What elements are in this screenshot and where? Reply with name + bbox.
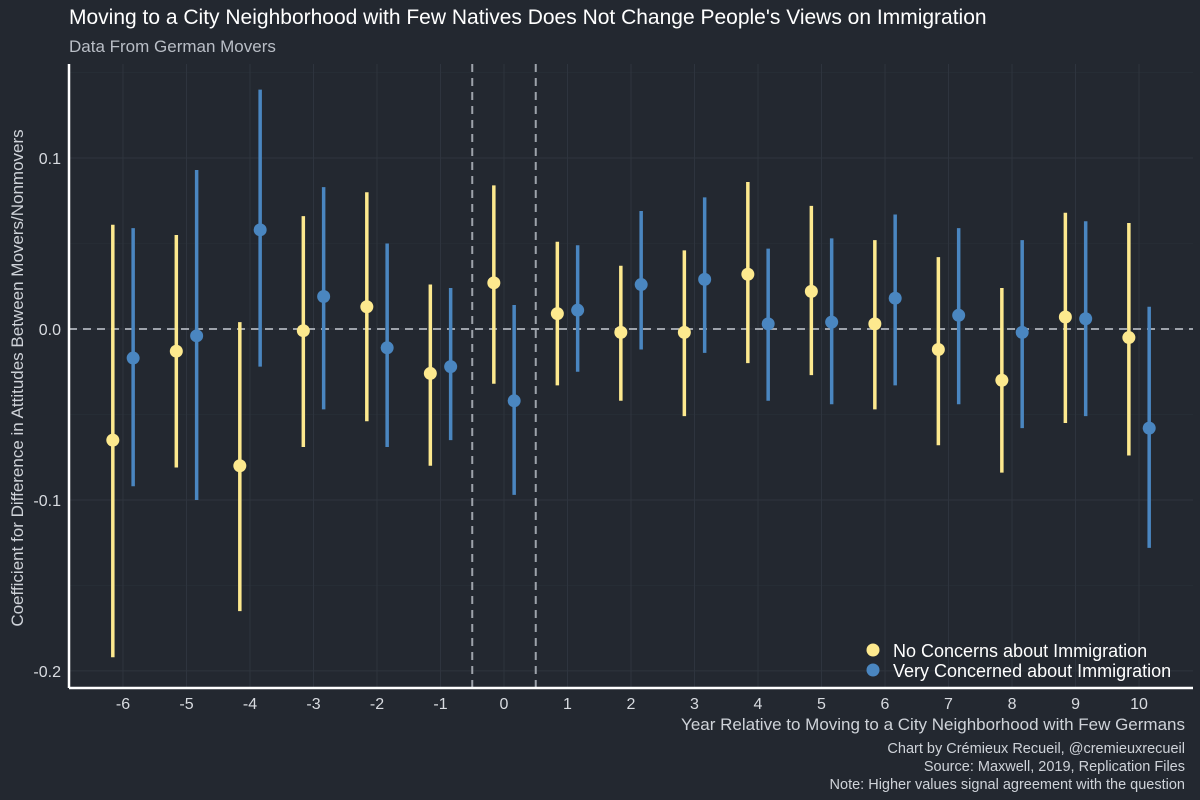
- data-point: [190, 329, 204, 343]
- data-point: [487, 276, 501, 290]
- series-no-concerns: [106, 181, 1136, 658]
- data-point: [253, 223, 267, 237]
- data-point: [677, 325, 691, 339]
- chart-marks: [106, 89, 1156, 658]
- y-tick-label: -0.1: [33, 493, 61, 510]
- data-point: [126, 351, 140, 365]
- x-tick-label: 7: [944, 696, 953, 713]
- data-point: [317, 290, 331, 304]
- data-point: [360, 300, 374, 314]
- x-tick-label: 5: [817, 696, 826, 713]
- legend-marker-very-concerned: [866, 663, 880, 677]
- x-tick-label: -4: [243, 696, 257, 713]
- y-axis-title: Coefficient for Difference in Attitudes …: [8, 129, 27, 626]
- data-point: [106, 433, 120, 447]
- data-point: [1058, 310, 1072, 324]
- x-axis-title: Year Relative to Moving to a City Neighb…: [681, 715, 1185, 734]
- x-tick-label: 1: [563, 696, 572, 713]
- data-point: [380, 341, 394, 355]
- gridlines: [69, 64, 1193, 688]
- chart-subtitle: Data From German Movers: [69, 37, 276, 56]
- legend-marker-no-concerns: [866, 643, 880, 657]
- data-point: [741, 267, 755, 281]
- x-tick-label: 6: [881, 696, 890, 713]
- data-point: [698, 272, 712, 286]
- data-point: [423, 366, 437, 380]
- x-tick-label: 10: [1130, 696, 1148, 713]
- data-point: [1079, 312, 1093, 326]
- x-tick-label: -2: [370, 696, 384, 713]
- y-tick-label: 0.0: [39, 322, 61, 339]
- data-point: [169, 344, 183, 358]
- x-tick-label: -5: [179, 696, 193, 713]
- data-point: [444, 360, 458, 374]
- data-point: [233, 459, 247, 473]
- data-point: [634, 278, 648, 292]
- x-tick-label: -6: [116, 696, 130, 713]
- chart-title: Moving to a City Neighborhood with Few N…: [69, 6, 987, 29]
- data-point: [614, 325, 628, 339]
- reference-lines: [69, 64, 1193, 688]
- data-point: [995, 373, 1009, 387]
- data-point: [804, 284, 818, 298]
- x-tick-label: 3: [690, 696, 699, 713]
- data-point: [1122, 331, 1136, 345]
- data-point: [571, 303, 585, 317]
- legend-label-no-concerns: No Concerns about Immigration: [893, 641, 1147, 661]
- data-point: [825, 315, 839, 329]
- data-point: [868, 317, 882, 331]
- x-tick-label: 9: [1071, 696, 1080, 713]
- x-tick-label: -1: [433, 696, 447, 713]
- data-point: [931, 343, 945, 357]
- tick-labels: -0.2 -0.1 0.0 0.1 -6 -5 -4 -3 -2 -1 0 1 2 3 4 5 6 7 8 9 10: [33, 151, 1148, 713]
- legend-label-very-concerned: Very Concerned about Immigration: [893, 661, 1171, 681]
- data-point: [888, 291, 902, 305]
- x-tick-label: 8: [1008, 696, 1017, 713]
- data-point: [1142, 421, 1156, 435]
- data-point: [1015, 325, 1029, 339]
- x-tick-label: 2: [627, 696, 636, 713]
- data-point: [507, 394, 521, 408]
- x-tick-label: 4: [754, 696, 763, 713]
- legend: No Concerns about Immigration Very Conce…: [866, 641, 1171, 681]
- axes: [67, 64, 1193, 690]
- x-tick-label: 0: [500, 696, 509, 713]
- data-point: [550, 307, 564, 321]
- caption-source: Source: Maxwell, 2019, Replication Files: [924, 759, 1185, 775]
- data-point: [761, 317, 775, 331]
- y-tick-label: -0.2: [33, 664, 61, 681]
- caption-credit: Chart by Crémieux Recueil, @cremieuxrecu…: [887, 741, 1185, 757]
- data-point: [296, 324, 310, 338]
- y-tick-label: 0.1: [39, 151, 61, 168]
- series-very-concerned: [126, 89, 1156, 548]
- x-tick-label: -3: [306, 696, 320, 713]
- caption-note: Note: Higher values signal agreement wit…: [830, 777, 1185, 793]
- data-point: [952, 308, 966, 322]
